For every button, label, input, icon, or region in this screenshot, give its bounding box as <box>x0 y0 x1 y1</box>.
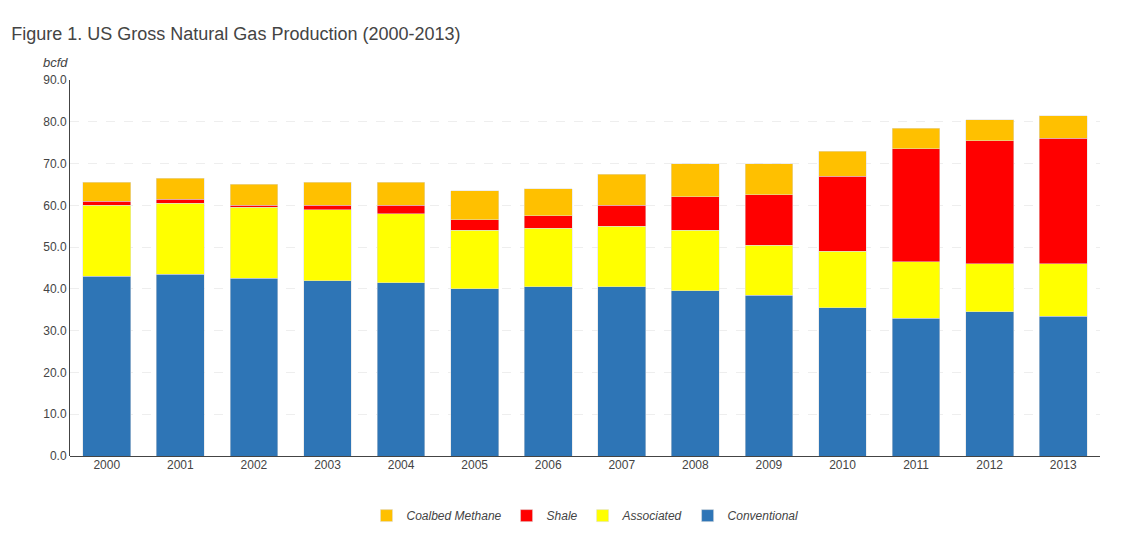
svg-text:2001: 2001 <box>167 458 194 472</box>
svg-text:Figure 1. US Gross Natural Gas: Figure 1. US Gross Natural Gas Productio… <box>11 24 460 44</box>
svg-text:2007: 2007 <box>608 458 635 472</box>
svg-text:60.0: 60.0 <box>43 199 67 213</box>
svg-text:Coalbed Methane: Coalbed Methane <box>407 509 502 523</box>
svg-text:50.0: 50.0 <box>43 240 67 254</box>
svg-text:2011: 2011 <box>903 458 929 472</box>
svg-text:20.0: 20.0 <box>43 366 67 380</box>
svg-text:80.0: 80.0 <box>43 115 67 129</box>
svg-text:2002: 2002 <box>241 458 268 472</box>
svg-text:2008: 2008 <box>682 458 709 472</box>
svg-text:2003: 2003 <box>314 458 341 472</box>
svg-text:40.0: 40.0 <box>43 282 67 296</box>
svg-text:2010: 2010 <box>829 458 856 472</box>
svg-text:0.0: 0.0 <box>50 449 67 463</box>
svg-text:2013: 2013 <box>1050 458 1077 472</box>
svg-text:Conventional: Conventional <box>728 509 798 523</box>
svg-text:90.0: 90.0 <box>43 73 67 87</box>
svg-text:bcfd: bcfd <box>43 55 68 70</box>
svg-text:2006: 2006 <box>535 458 562 472</box>
svg-text:2000: 2000 <box>93 458 120 472</box>
svg-text:2012: 2012 <box>976 458 1003 472</box>
svg-text:2009: 2009 <box>756 458 783 472</box>
svg-text:Shale: Shale <box>547 509 578 523</box>
svg-text:70.0: 70.0 <box>43 157 67 171</box>
svg-text:Associated: Associated <box>622 509 682 523</box>
svg-text:30.0: 30.0 <box>43 324 67 338</box>
svg-text:2005: 2005 <box>461 458 488 472</box>
svg-text:10.0: 10.0 <box>43 407 67 421</box>
svg-text:2004: 2004 <box>388 458 415 472</box>
